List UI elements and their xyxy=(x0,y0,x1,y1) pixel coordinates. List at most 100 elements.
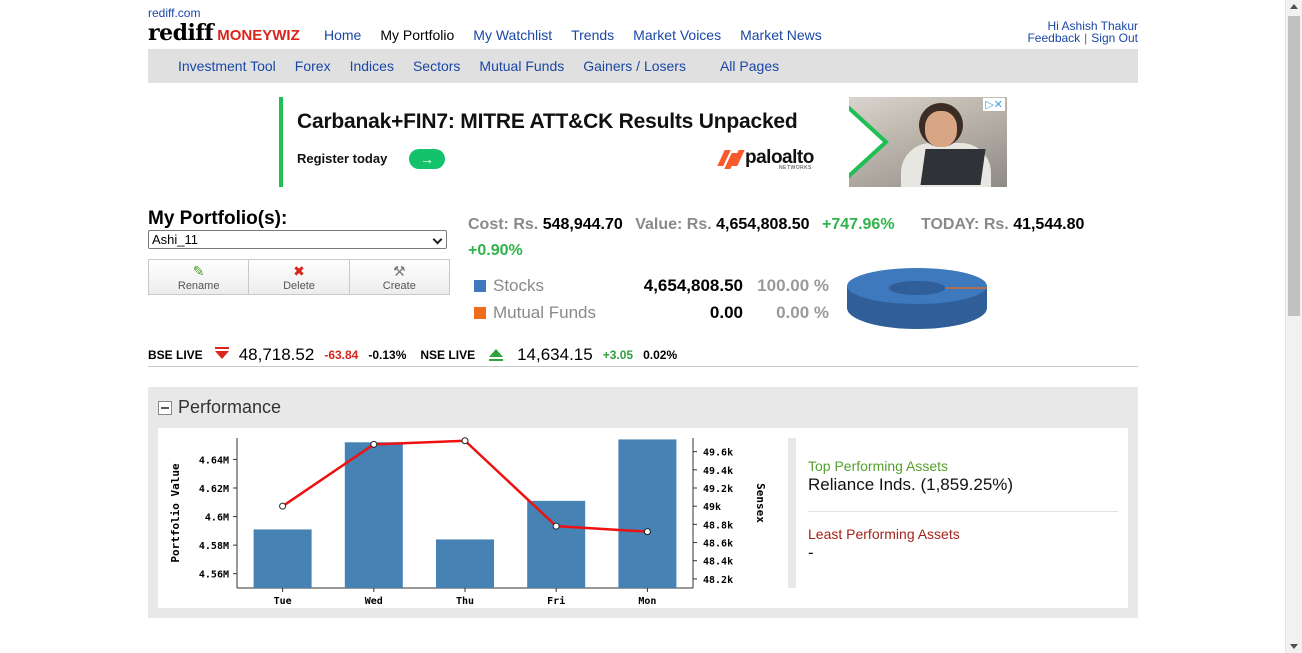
allocation-amount: 0.00 xyxy=(709,302,743,322)
subnav-sectors[interactable]: Sectors xyxy=(412,58,461,74)
nav-trends[interactable]: Trends xyxy=(571,27,615,43)
ad-photo xyxy=(849,97,1007,187)
sensex-point xyxy=(643,528,651,536)
performance-section: Performance 4.64M 4.62M 4.6M 4.58M 4.56M 49.6… xyxy=(148,387,1138,618)
portfolio-select[interactable]: Ashi_11 xyxy=(148,230,447,249)
allocation-pie-chart xyxy=(847,268,987,329)
sensex-point xyxy=(552,522,560,530)
bse-label[interactable]: BSE LIVE xyxy=(148,348,203,362)
allocation-name: Mutual Funds xyxy=(493,302,596,322)
subnav-gainers-losers[interactable]: Gainers / Losers xyxy=(583,58,686,74)
y-tick-label: 4.64M xyxy=(199,455,229,466)
rename-button[interactable]: ✎ Rename xyxy=(149,260,250,294)
subnav-indices[interactable]: Indices xyxy=(349,58,394,74)
ad-cta[interactable]: Register today xyxy=(297,151,388,166)
signout-link[interactable]: Sign Out xyxy=(1091,31,1138,45)
portfolio-select-value: Ashi_11 xyxy=(152,232,199,247)
today-value: 41,544.80 xyxy=(1013,216,1085,233)
x-tick-label: Fri xyxy=(547,595,565,607)
portfolio-actions: ✎ Rename ✖ Delete ⚒ Create xyxy=(148,259,450,295)
y-tick-label: 4.62M xyxy=(199,484,229,495)
stocks-swatch xyxy=(474,279,486,292)
paloalto-mark-icon xyxy=(717,150,745,169)
ad-accent-bar xyxy=(279,97,283,187)
bar-tue xyxy=(253,529,312,588)
nse-value: 14,634.15 xyxy=(517,345,593,364)
allocation-amount: 4,654,808.50 xyxy=(643,275,743,295)
y-tick-label: 4.58M xyxy=(199,541,229,552)
logo[interactable]: rediff MONEYWIZ xyxy=(148,20,300,46)
scroll-up-icon[interactable] xyxy=(1290,4,1298,9)
nav-home[interactable]: Home xyxy=(324,27,362,43)
sensex-line xyxy=(281,439,648,533)
y2-tick-label: 49.4k xyxy=(703,466,733,477)
ad-banner[interactable]: Carbanak+FIN7: MITRE ATT&CK Results Unpa… xyxy=(279,97,1007,187)
bse-value: 48,718.52 xyxy=(238,345,315,364)
rename-label: Rename xyxy=(177,280,220,292)
nav-market-news[interactable]: Market News xyxy=(740,27,822,43)
vertical-scrollbar[interactable] xyxy=(1285,0,1302,653)
y2-axis-title: Sensex xyxy=(754,483,767,523)
logo-main: rediff xyxy=(148,20,214,46)
y-tick-label: 4.6M xyxy=(205,513,229,524)
greeting: Hi xyxy=(1047,19,1059,33)
bar-thu xyxy=(436,539,494,588)
bar-wed xyxy=(344,442,403,588)
bse-change: -63.84 xyxy=(324,348,359,362)
performance-chart: 4.64M 4.62M 4.6M 4.58M 4.56M 49.6k 49.4k 49.2k 4… xyxy=(169,437,767,607)
subnav-investment-tool[interactable]: Investment Tool xyxy=(178,58,276,74)
top-performing-value: Reliance Inds. (1,859.25%) xyxy=(808,475,1014,494)
brand-sub: NETWORKS xyxy=(779,165,812,171)
user-name[interactable]: Ashish Thakur xyxy=(1061,19,1138,33)
site-url[interactable]: rediff.com xyxy=(148,6,201,20)
y2-tick-label: 48.4k xyxy=(703,557,733,568)
least-performing-value: - xyxy=(808,543,814,562)
brand-name: paloalto xyxy=(745,147,814,168)
x-tick-label: Wed xyxy=(365,596,383,607)
pie-hole xyxy=(889,281,945,295)
performance-header[interactable]: Performance xyxy=(158,397,281,418)
sensex-point xyxy=(370,440,378,448)
market-ticker: BSE LIVE 48,718.52 -63.84 -0.13% NSE LIV… xyxy=(148,344,1138,367)
value-amount: 4,654,808.50 xyxy=(716,216,810,233)
y2-tick-label: 48.8k xyxy=(703,520,733,531)
nav-my-portfolio[interactable]: My Portfolio xyxy=(380,27,455,43)
logo-moneywiz: MONEYWIZ xyxy=(217,27,300,44)
subnav-forex[interactable]: Forex xyxy=(294,58,331,74)
cost-label: Cost: Rs. xyxy=(468,216,539,233)
feedback-link[interactable]: Feedback xyxy=(1027,31,1081,45)
nav-my-watchlist[interactable]: My Watchlist xyxy=(473,27,553,43)
bse-pct: -0.13% xyxy=(368,348,407,362)
subnav-mutual-funds[interactable]: Mutual Funds xyxy=(479,58,565,74)
adchoices-icon[interactable]: ▷✕ xyxy=(983,98,1005,111)
today-pct: +0.90% xyxy=(468,242,523,259)
y2-tick-label: 48.2k xyxy=(703,575,733,586)
top-performing-label: Top Performing Assets xyxy=(808,458,949,474)
value-label: Value: Rs. xyxy=(635,216,712,233)
sensex-point xyxy=(461,437,469,445)
paloalto-logo: paloalto NETWORKS xyxy=(717,147,814,171)
portfolio-title: My Portfolio(s): xyxy=(148,208,288,229)
bar-fri xyxy=(527,500,586,588)
ad-headline[interactable]: Carbanak+FIN7: MITRE ATT&CK Results Unpa… xyxy=(297,110,798,133)
x-tick-label: Mon xyxy=(638,596,656,607)
collapse-icon[interactable] xyxy=(158,400,172,415)
gain-pct: +747.96% xyxy=(822,216,895,233)
chevron-down-icon xyxy=(432,234,443,245)
delete-x-icon: ✖ xyxy=(293,263,305,279)
create-button[interactable]: ⚒ Create xyxy=(350,260,449,294)
nav-market-voices[interactable]: Market Voices xyxy=(633,27,722,43)
scrollbar-thumb[interactable] xyxy=(1288,16,1300,316)
subnav-all-pages[interactable]: All Pages xyxy=(719,58,780,74)
asset-summary: Top Performing Assets Reliance Inds. (1,… xyxy=(788,438,1118,588)
y-tick-label: 4.56M xyxy=(199,570,229,581)
nse-label[interactable]: NSE LIVE xyxy=(420,348,476,362)
top-nav: Home My Portfolio My Watchlist Trends Ma… xyxy=(324,27,841,43)
x-tick-label: Thu xyxy=(456,596,474,607)
arrow-right-icon[interactable]: → xyxy=(409,149,445,169)
divider xyxy=(808,511,1118,512)
tools-icon: ⚒ xyxy=(393,263,406,279)
scroll-down-icon[interactable] xyxy=(1290,644,1298,649)
create-label: Create xyxy=(382,280,416,292)
delete-button[interactable]: ✖ Delete xyxy=(249,260,350,294)
